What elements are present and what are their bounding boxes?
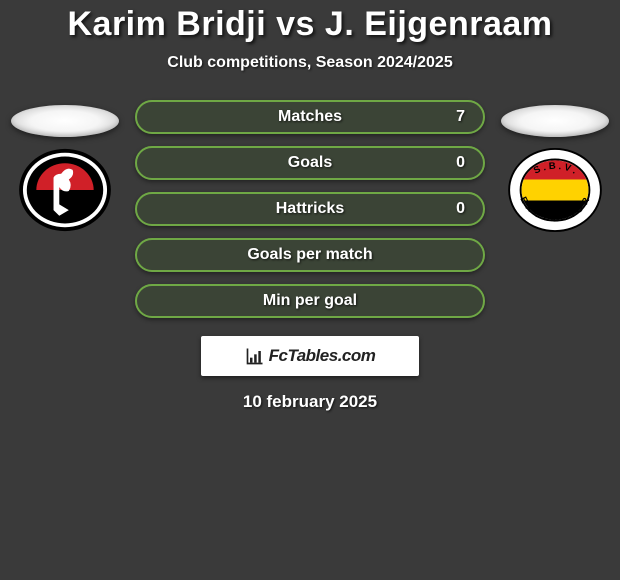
stat-label: Min per goal bbox=[137, 292, 483, 310]
branding-text: FcTables.com bbox=[269, 346, 376, 366]
right-club-logo: S . B . V . E X C E L S I O R bbox=[507, 147, 603, 233]
stat-label: Goals bbox=[137, 154, 483, 172]
stat-row: Goals0 bbox=[135, 146, 485, 180]
helmond-sport-logo-icon bbox=[17, 147, 113, 233]
stat-label: Goals per match bbox=[137, 246, 483, 264]
stat-row: Hattricks0 bbox=[135, 192, 485, 226]
stat-value-right: 0 bbox=[456, 200, 465, 218]
branding-badge: FcTables.com bbox=[201, 336, 419, 376]
stat-row: Matches7 bbox=[135, 100, 485, 134]
stat-value-right: 7 bbox=[456, 108, 465, 126]
date-label: 10 february 2025 bbox=[0, 392, 620, 412]
stat-row: Goals per match bbox=[135, 238, 485, 272]
comparison-card: Karim Bridji vs J. Eijgenraam Club compe… bbox=[0, 0, 620, 412]
player-avatar-placeholder bbox=[11, 105, 119, 137]
subtitle: Club competitions, Season 2024/2025 bbox=[0, 54, 620, 72]
stat-value-right: 0 bbox=[456, 154, 465, 172]
left-player-column bbox=[5, 100, 125, 233]
left-club-logo bbox=[17, 147, 113, 233]
stats-rows: Matches7Goals0Hattricks0Goals per matchM… bbox=[135, 100, 485, 318]
stat-row: Min per goal bbox=[135, 284, 485, 318]
player-avatar-placeholder bbox=[501, 105, 609, 137]
page-title: Karim Bridji vs J. Eijgenraam bbox=[0, 5, 620, 44]
comparison-body: Matches7Goals0Hattricks0Goals per matchM… bbox=[0, 100, 620, 318]
stat-label: Matches bbox=[137, 108, 483, 126]
chart-icon bbox=[245, 346, 265, 366]
stat-label: Hattricks bbox=[137, 200, 483, 218]
right-player-column: S . B . V . E X C E L S I O R bbox=[495, 100, 615, 233]
excelsior-logo-icon: S . B . V . E X C E L S I O R bbox=[507, 147, 603, 233]
